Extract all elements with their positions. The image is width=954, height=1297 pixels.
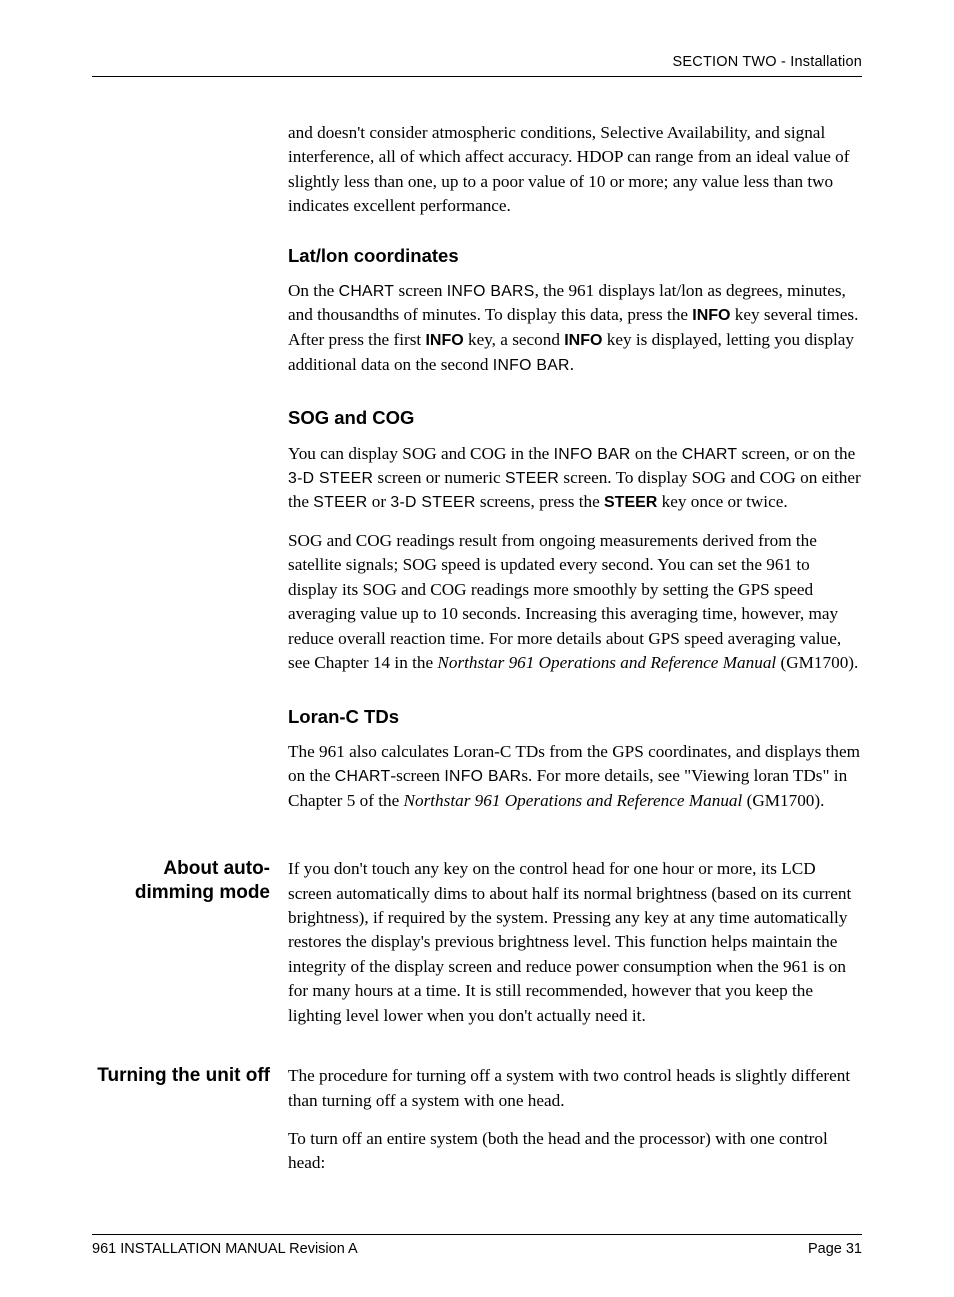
ui-word-infobar: INFO BAR <box>444 768 521 785</box>
main-block: and doesn't consider atmospheric conditi… <box>288 121 862 827</box>
text: key, a second <box>464 330 565 349</box>
text: on the <box>631 444 682 463</box>
page-footer: 961 INSTALLATION MANUAL Revision A Page … <box>92 1234 862 1257</box>
text: On the <box>288 281 339 300</box>
row-main-block: and doesn't consider atmospheric conditi… <box>92 121 862 827</box>
ui-word-chart: CHART <box>682 446 738 463</box>
ui-word-chart: CHART <box>339 283 395 300</box>
turnoff-paragraph-1: The procedure for turning off a system w… <box>288 1064 862 1113</box>
text: SOG and COG readings result from ongoing… <box>288 531 841 672</box>
text: screen or numeric <box>373 468 505 487</box>
ui-word-3dsteer: 3-D STEER <box>390 494 475 511</box>
text: (GM1700). <box>742 791 824 810</box>
gap <box>92 1042 862 1064</box>
autodim-paragraph: If you don't touch any key on the contro… <box>288 857 862 1028</box>
text: (GM1700). <box>776 653 858 672</box>
ui-word-infobars: INFO BARS <box>447 283 535 300</box>
key-info: INFO <box>564 332 602 349</box>
text: . <box>570 355 574 374</box>
gap <box>92 827 862 857</box>
running-header: SECTION TWO - Installation <box>92 54 862 77</box>
text: screen, or on the <box>737 444 855 463</box>
key-info: INFO <box>692 307 730 324</box>
autodim-body: If you don't touch any key on the contro… <box>288 857 862 1042</box>
heading-loranc: Loran-C TDs <box>288 704 862 730</box>
text: -screen <box>390 766 444 785</box>
footer-left: 961 INSTALLATION MANUAL Revision A <box>92 1241 358 1257</box>
turnoff-paragraph-2: To turn off an entire system (both the h… <box>288 1127 862 1176</box>
book-title: Northstar 961 Operations and Reference M… <box>404 791 743 810</box>
key-steer: STEER <box>604 494 657 511</box>
key-info: INFO <box>425 332 463 349</box>
text: or <box>367 492 390 511</box>
ui-word-infobar: INFO BAR <box>493 357 570 374</box>
footer-right: Page 31 <box>808 1241 862 1257</box>
row-autodim: About auto-dimming mode If you don't tou… <box>92 857 862 1042</box>
loranc-paragraph: The 961 also calculates Loran-C TDs from… <box>288 740 862 813</box>
page-content: and doesn't consider atmospheric conditi… <box>92 121 862 1190</box>
ui-word-infobar: INFO BAR <box>554 446 631 463</box>
latlon-paragraph: On the CHART screen INFO BARS, the 961 d… <box>288 279 862 377</box>
sogcog-paragraph-2: SOG and COG readings result from ongoing… <box>288 529 862 676</box>
ui-word-chart: CHART <box>335 768 391 785</box>
row-turnoff: Turning the unit off The procedure for t… <box>92 1064 862 1190</box>
book-title: Northstar 961 Operations and Reference M… <box>437 653 776 672</box>
turnoff-body: The procedure for turning off a system w… <box>288 1064 862 1190</box>
side-heading-autodim: About auto-dimming mode <box>92 857 288 905</box>
text: screen <box>394 281 447 300</box>
text: screens, press the <box>476 492 604 511</box>
side-heading-turnoff: Turning the unit off <box>92 1064 288 1088</box>
heading-sogcog: SOG and COG <box>288 405 862 431</box>
ui-word-3dsteer: 3-D STEER <box>288 470 373 487</box>
text: key once or twice. <box>657 492 787 511</box>
ui-word-steer: STEER <box>313 494 367 511</box>
sogcog-paragraph-1: You can display SOG and COG in the INFO … <box>288 442 862 516</box>
intro-paragraph: and doesn't consider atmospheric conditi… <box>288 121 862 219</box>
ui-word-steer: STEER <box>505 470 559 487</box>
heading-latlon: Lat/lon coordinates <box>288 243 862 269</box>
text: You can display SOG and COG in the <box>288 444 554 463</box>
